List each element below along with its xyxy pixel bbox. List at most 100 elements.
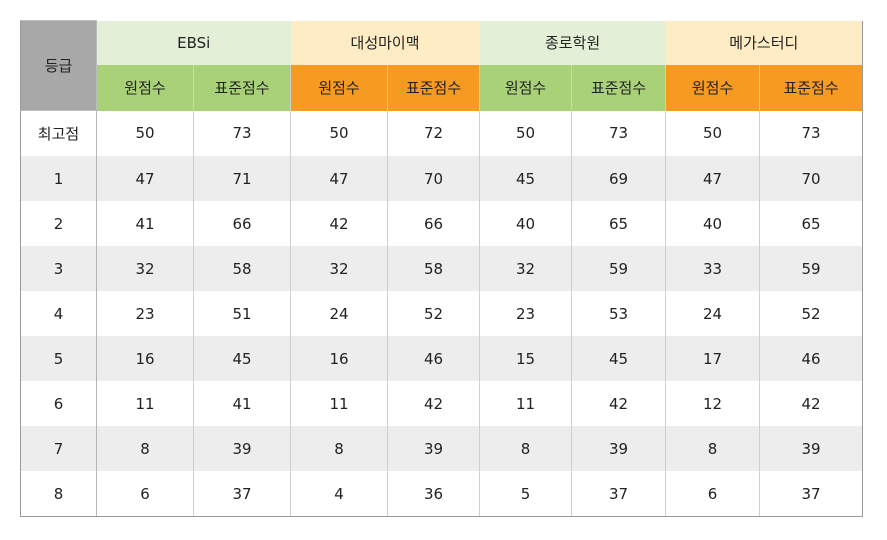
raw-score-cell: 5 <box>479 471 572 517</box>
standard-score-cell: 66 <box>192 201 291 246</box>
standard-score-header: 표준점수 <box>571 64 666 111</box>
raw-score-cell: 40 <box>665 201 760 246</box>
standard-score-cell: 52 <box>759 291 864 336</box>
raw-score-header: 원점수 <box>479 64 572 111</box>
raw-score-cell: 32 <box>96 246 194 291</box>
raw-score-cell: 32 <box>290 246 388 291</box>
raw-score-cell: 12 <box>665 381 760 426</box>
raw-score-cell: 6 <box>96 471 194 517</box>
grade-cut-table: 등급 EBSi 대성마이맥 종로학원 메가스터디 원점수 표준점수 원점수 표준… <box>20 20 864 517</box>
table-row: 3 32 58 32 58 32 59 33 59 <box>20 246 864 291</box>
standard-score-cell: 39 <box>759 426 864 471</box>
table-row: 4 23 51 24 52 23 53 24 52 <box>20 291 864 336</box>
standard-score-cell: 46 <box>759 336 864 381</box>
raw-score-cell: 42 <box>290 201 388 246</box>
raw-score-cell: 23 <box>96 291 194 336</box>
standard-score-cell: 69 <box>571 156 666 201</box>
standard-score-cell: 65 <box>759 201 864 246</box>
standard-score-cell: 59 <box>759 246 864 291</box>
table-row: 2 41 66 42 66 40 65 40 65 <box>20 201 864 246</box>
standard-score-cell: 73 <box>192 110 291 156</box>
standard-score-cell: 58 <box>387 246 480 291</box>
standard-score-cell: 46 <box>387 336 480 381</box>
standard-score-cell: 72 <box>387 110 480 156</box>
standard-score-cell: 53 <box>571 291 666 336</box>
grade-cell: 7 <box>20 426 97 471</box>
standard-score-cell: 42 <box>759 381 864 426</box>
raw-score-cell: 16 <box>290 336 388 381</box>
table-row: 1 47 71 47 70 45 69 47 70 <box>20 156 864 201</box>
raw-score-cell: 33 <box>665 246 760 291</box>
source-header-jongro: 종로학원 <box>479 20 666 65</box>
table-row: 8 6 37 4 36 5 37 6 37 <box>20 471 864 517</box>
standard-score-cell: 37 <box>759 471 864 517</box>
source-header-megastudy: 메가스터디 <box>665 20 864 65</box>
raw-score-cell: 45 <box>479 156 572 201</box>
raw-score-cell: 16 <box>96 336 194 381</box>
standard-score-cell: 66 <box>387 201 480 246</box>
standard-score-cell: 36 <box>387 471 480 517</box>
grade-cell: 6 <box>20 381 97 426</box>
standard-score-cell: 42 <box>571 381 666 426</box>
raw-score-cell: 24 <box>665 291 760 336</box>
standard-score-cell: 73 <box>571 110 666 156</box>
standard-score-cell: 70 <box>387 156 480 201</box>
raw-score-cell: 11 <box>479 381 572 426</box>
raw-score-cell: 23 <box>479 291 572 336</box>
raw-score-cell: 47 <box>290 156 388 201</box>
table-row: 7 8 39 8 39 8 39 8 39 <box>20 426 864 471</box>
standard-score-cell: 39 <box>571 426 666 471</box>
raw-score-cell: 50 <box>290 110 388 156</box>
standard-score-cell: 65 <box>571 201 666 246</box>
table-row: 최고점 50 73 50 72 50 73 50 73 <box>20 110 864 156</box>
raw-score-cell: 8 <box>665 426 760 471</box>
raw-score-cell: 11 <box>96 381 194 426</box>
raw-score-cell: 40 <box>479 201 572 246</box>
raw-score-cell: 11 <box>290 381 388 426</box>
standard-score-cell: 37 <box>192 471 291 517</box>
grade-cell: 3 <box>20 246 97 291</box>
standard-score-cell: 39 <box>387 426 480 471</box>
grade-cell: 1 <box>20 156 97 201</box>
standard-score-cell: 42 <box>387 381 480 426</box>
score-type-header-row: 원점수 표준점수 원점수 표준점수 원점수 표준점수 원점수 표준점수 <box>21 64 864 111</box>
standard-score-cell: 39 <box>192 426 291 471</box>
raw-score-cell: 47 <box>96 156 194 201</box>
raw-score-cell: 17 <box>665 336 760 381</box>
raw-score-cell: 50 <box>479 110 572 156</box>
standard-score-cell: 71 <box>192 156 291 201</box>
raw-score-cell: 8 <box>290 426 388 471</box>
standard-score-cell: 58 <box>192 246 291 291</box>
grade-column-header: 등급 <box>20 20 97 111</box>
source-header-daesung: 대성마이맥 <box>290 20 480 65</box>
grade-cell: 8 <box>20 471 97 517</box>
raw-score-cell: 47 <box>665 156 760 201</box>
grade-cell: 최고점 <box>20 110 97 156</box>
raw-score-header: 원점수 <box>96 64 194 111</box>
standard-score-header: 표준점수 <box>387 64 480 111</box>
standard-score-cell: 45 <box>192 336 291 381</box>
raw-score-cell: 50 <box>96 110 194 156</box>
standard-score-cell: 45 <box>571 336 666 381</box>
raw-score-cell: 41 <box>96 201 194 246</box>
raw-score-header: 원점수 <box>665 64 760 111</box>
grade-cell: 4 <box>20 291 97 336</box>
standard-score-header: 표준점수 <box>759 64 864 111</box>
grade-cell: 5 <box>20 336 97 381</box>
raw-score-header: 원점수 <box>290 64 388 111</box>
grade-cell: 2 <box>20 201 97 246</box>
standard-score-cell: 52 <box>387 291 480 336</box>
raw-score-cell: 24 <box>290 291 388 336</box>
raw-score-cell: 8 <box>479 426 572 471</box>
source-header-ebsi: EBSi <box>96 20 291 65</box>
standard-score-cell: 59 <box>571 246 666 291</box>
table-row: 6 11 41 11 42 11 42 12 42 <box>20 381 864 426</box>
standard-score-cell: 70 <box>759 156 864 201</box>
standard-score-cell: 41 <box>192 381 291 426</box>
raw-score-cell: 4 <box>290 471 388 517</box>
raw-score-cell: 15 <box>479 336 572 381</box>
table-row: 5 16 45 16 46 15 45 17 46 <box>20 336 864 381</box>
raw-score-cell: 50 <box>665 110 760 156</box>
raw-score-cell: 32 <box>479 246 572 291</box>
standard-score-header: 표준점수 <box>192 64 291 111</box>
